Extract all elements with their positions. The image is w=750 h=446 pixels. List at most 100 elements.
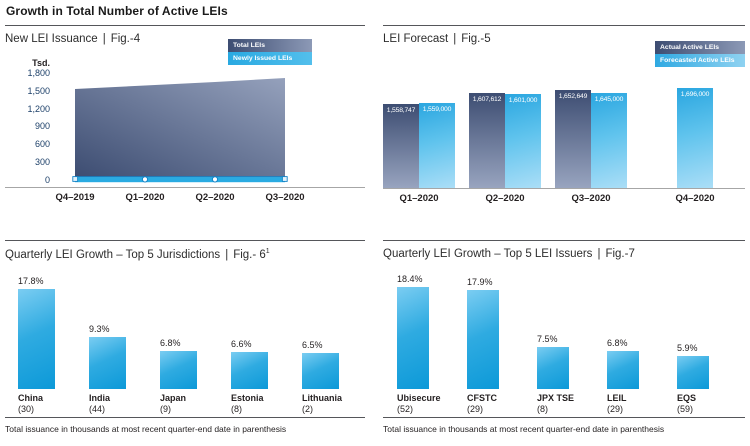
footnote-fig6: Total issuance in thousands at most rece… xyxy=(5,424,287,434)
y-axis-unit-label: Tsd. xyxy=(32,58,50,68)
bar-india xyxy=(89,337,126,389)
chart-title-fig6: Quarterly LEI Growth – Top 5 Jurisdictio… xyxy=(5,248,270,261)
issuance-count-jpx-tse: (8) xyxy=(537,404,548,414)
x-tick-fig5-q2: Q2–2020 xyxy=(485,193,525,204)
fig4-title-text: New LEI Issuance xyxy=(5,33,98,45)
total-leis-area xyxy=(75,78,285,177)
line-end-marker-left xyxy=(72,176,79,182)
fig4-title-separator: | xyxy=(102,33,106,45)
x-tick-q3-2020: Q3–2020 xyxy=(265,192,305,203)
newly-issued-line-edge xyxy=(75,176,285,178)
x-tick-q4-2019: Q4–2019 xyxy=(55,192,95,203)
cat-name-jpx-tse: JPX TSE xyxy=(537,393,575,403)
issuance-count-eqs: (59) xyxy=(677,404,694,414)
fig6-title-text: Quarterly LEI Growth – Top 5 Jurisdictio… xyxy=(5,248,221,261)
y-tick-1800: 1,800 xyxy=(27,68,50,78)
bar-estonia xyxy=(231,352,268,389)
pct-label-china: 17.8% xyxy=(18,276,44,286)
cat-label-estonia: Estonia (8) xyxy=(231,393,264,415)
panel-fig5: LEI Forecast | Fig.-5 Actual Active LEIs F… xyxy=(383,25,745,220)
legend-fig5: Actual Active LEIs Forecasted Active LEI… xyxy=(655,41,745,67)
issuance-count-estonia: (8) xyxy=(231,404,242,414)
fig5-title-separator: | xyxy=(453,33,457,45)
page-title: Growth in Total Number of Active LEIs xyxy=(6,4,228,18)
cat-label-eqs: EQS (59) xyxy=(677,393,696,415)
bar-china xyxy=(18,289,55,389)
fig6-title-separator: | xyxy=(225,248,229,261)
cat-name-india: India xyxy=(89,393,111,403)
bar-value-actual-q1: 1,558,747 xyxy=(386,107,416,114)
y-tick-1200: 1,200 xyxy=(27,104,50,114)
pct-label-leil: 6.8% xyxy=(607,338,628,348)
bar-eqs xyxy=(677,356,709,389)
x-tick-fig5-q4: Q4–2020 xyxy=(675,193,715,204)
footnote-fig7: Total issuance in thousands at most rece… xyxy=(383,424,665,434)
line-end-marker-right xyxy=(281,176,288,182)
y-tick-300: 300 xyxy=(34,157,50,167)
cat-name-estonia: Estonia xyxy=(231,393,264,403)
x-axis-baseline-fig4 xyxy=(5,187,365,188)
bar-jpx-tse xyxy=(537,347,569,389)
cat-label-china: China (30) xyxy=(18,393,43,415)
legend-item-actual-active-leis: Actual Active LEIs xyxy=(655,41,745,54)
cat-name-japan: Japan xyxy=(160,393,187,403)
bar-forecast-q2: 1,601,000 xyxy=(505,94,541,188)
cat-name-lithuania: Lithuania xyxy=(302,393,342,403)
pct-label-cfstc: 17.9% xyxy=(467,277,493,287)
bar-forecast-q1: 1,559,000 xyxy=(419,103,455,188)
cat-label-lithuania: Lithuania (2) xyxy=(302,393,342,415)
fig5-figure-label: Fig.-5 xyxy=(461,33,491,45)
legend-item-newly-issued-leis: Newly Issued LEIs xyxy=(228,52,312,65)
chart-title-fig4: New LEI Issuance | Fig.-4 xyxy=(5,33,140,45)
issuance-count-lithuania: (2) xyxy=(302,404,313,414)
x-axis-baseline-fig5 xyxy=(383,188,745,189)
x-tick-q1-2020: Q1–2020 xyxy=(125,192,165,203)
legend-item-forecasted-active-leis: Forecasted Active LEIs xyxy=(655,54,745,67)
y-tick-1500: 1,500 xyxy=(27,86,50,96)
newly-issued-line xyxy=(75,177,285,183)
issuance-count-cfstc: (29) xyxy=(467,404,484,414)
issuance-count-leil: (29) xyxy=(607,404,624,414)
pct-label-eqs: 5.9% xyxy=(677,343,698,353)
bar-actual-q1: 1,558,747 xyxy=(383,104,419,188)
cat-label-leil: LEIL (29) xyxy=(607,393,627,415)
pct-label-japan: 6.8% xyxy=(160,338,181,348)
cat-name-cfstc: CFSTC xyxy=(467,393,497,403)
cat-label-jpx-tse: JPX TSE (8) xyxy=(537,393,574,415)
y-tick-900: 900 xyxy=(34,121,50,131)
issuance-count-india: (44) xyxy=(89,404,106,414)
bar-value-actual-q2: 1,607,612 xyxy=(472,96,502,103)
fig7-bottom-rule xyxy=(383,417,745,418)
fig4-figure-label: Fig.-4 xyxy=(110,33,141,45)
line-marker-q1 xyxy=(141,176,149,183)
bar-value-forecast-q1: 1,559,000 xyxy=(422,106,452,113)
cat-label-cfstc: CFSTC (29) xyxy=(467,393,497,415)
bar-lithuania xyxy=(302,353,339,389)
bar-value-forecast-q2: 1,601,000 xyxy=(508,97,538,104)
x-tick-fig5-q3: Q3–2020 xyxy=(571,193,611,204)
panel-fig6: Quarterly LEI Growth – Top 5 Jurisdictio… xyxy=(5,240,365,440)
bar-forecast-q4: 1,696,000 xyxy=(677,88,713,188)
bar-actual-q2: 1,607,612 xyxy=(469,93,505,188)
y-tick-600: 600 xyxy=(34,139,50,149)
pct-label-estonia: 6.6% xyxy=(231,339,252,349)
line-marker-q2 xyxy=(211,176,219,183)
x-tick-fig5-q1: Q1–2020 xyxy=(399,193,439,204)
cat-label-india: India (44) xyxy=(89,393,110,415)
fig6-bottom-rule xyxy=(5,417,365,418)
bar-cfstc xyxy=(467,290,499,389)
cat-name-ubisecure: Ubisecure xyxy=(397,393,441,403)
cat-label-japan: Japan (9) xyxy=(160,393,186,415)
chart-title-fig5: LEI Forecast | Fig.-5 xyxy=(383,33,491,45)
bar-value-forecast-q3: 1,645,000 xyxy=(594,96,624,103)
legend-item-total-leis: Total LEIs xyxy=(228,39,312,52)
cat-name-eqs: EQS xyxy=(677,393,697,403)
bar-value-forecast-q4: 1,696,000 xyxy=(680,91,710,98)
bar-ubisecure xyxy=(397,287,429,389)
area-plot-fig4 xyxy=(72,78,288,183)
pct-label-ubisecure: 18.4% xyxy=(397,274,423,284)
x-tick-q2-2020: Q2–2020 xyxy=(195,192,235,203)
bar-value-actual-q3: 1,652,649 xyxy=(558,93,588,100)
y-tick-0: 0 xyxy=(44,175,50,185)
